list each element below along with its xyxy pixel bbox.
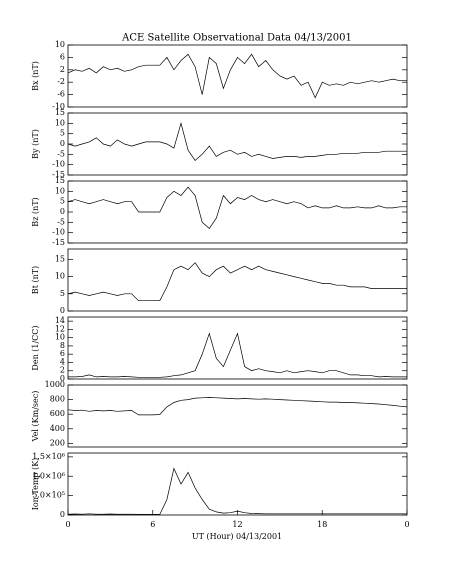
y-tick-label: 800 [50,395,65,404]
y-tick-label: 5 [60,289,65,298]
y-tick-label: 6 [60,349,65,358]
y-tick-label: 10 [55,272,65,281]
y-tick-label: 0 [60,207,65,216]
y-tick-label: 0 [60,374,65,383]
y-tick-label: 2 [60,366,65,375]
y-axis-label: Bx (nT) [31,61,40,91]
y-tick-label: 0 [60,306,65,315]
y-tick-label: 10 [55,186,65,195]
y-tick-label: 600 [50,409,65,418]
panel-frame [67,384,408,448]
y-tick-label: 4 [60,357,65,366]
panel-frame [67,112,408,176]
y-tick-label: 15 [55,254,65,263]
y-tick-label: 0 [60,510,65,519]
y-tick-label: -5 [57,149,65,158]
y-tick-label: -10 [52,160,65,169]
y-tick-label: 12 [55,324,65,333]
data-line [67,186,407,230]
y-tick-label: 15 [55,176,65,185]
y-tick-label: 14 [55,316,65,325]
y-tick-label: 0 [60,139,65,148]
y-tick-label: -5 [57,217,65,226]
y-axis-label: By (nT) [31,129,40,159]
x-axis-label: UT (Hour) 04/13/2001 [192,532,282,541]
y-tick-label: 5.0×10⁵ [32,491,65,500]
y-axis-label: Ion Temp (K) [31,458,40,511]
y-tick-label: -10 [52,102,65,111]
y-tick-label: 5 [60,129,65,138]
y-tick-label: -15 [52,238,65,247]
x-tick-label: 0 [404,520,409,529]
y-tick-label: 10 [55,40,65,49]
y-tick-label: 1.0×10⁶ [32,471,65,480]
y-tick-label: -6 [57,90,65,99]
y-tick-label: 6 [60,52,65,61]
y-axis-label: Bt (nT) [31,266,40,294]
y-tick-label: 10 [55,118,65,127]
y-tick-label: 10 [55,333,65,342]
y-tick-label: 15 [55,108,65,117]
y-tick-label: 200 [50,438,65,447]
data-line [67,397,408,416]
data-line [67,467,407,515]
x-tick-label: 12 [232,520,242,529]
data-line [68,332,407,378]
x-tick-label: 0 [65,520,70,529]
data-line [67,121,407,162]
y-tick-label: -15 [52,170,65,179]
y-tick-label: 2 [60,65,65,74]
y-tick-label: 1.5×10⁶ [32,452,65,461]
y-axis-label: Den (1/CC) [31,325,40,370]
y-tick-label: 400 [50,424,65,433]
y-tick-label: 1000 [45,380,65,389]
y-tick-label: -2 [57,77,65,86]
data-line [67,53,407,99]
x-tick-label: 6 [150,520,155,529]
y-axis-label: Vel (Km/sec) [31,391,40,443]
y-axis-label: Bz (nT) [31,197,40,226]
panel-frame [67,452,408,516]
panel-frame [67,44,408,108]
y-tick-label: 5 [60,197,65,206]
panel-frame [67,248,408,312]
y-tick-label: 8 [60,341,65,350]
y-tick-label: -10 [52,228,65,237]
panel-frame [67,316,408,380]
panel-frame [67,180,408,244]
data-line [67,262,407,302]
chart-title: ACE Satellite Observational Data 04/13/2… [121,33,352,44]
x-tick-label: 18 [317,520,327,529]
